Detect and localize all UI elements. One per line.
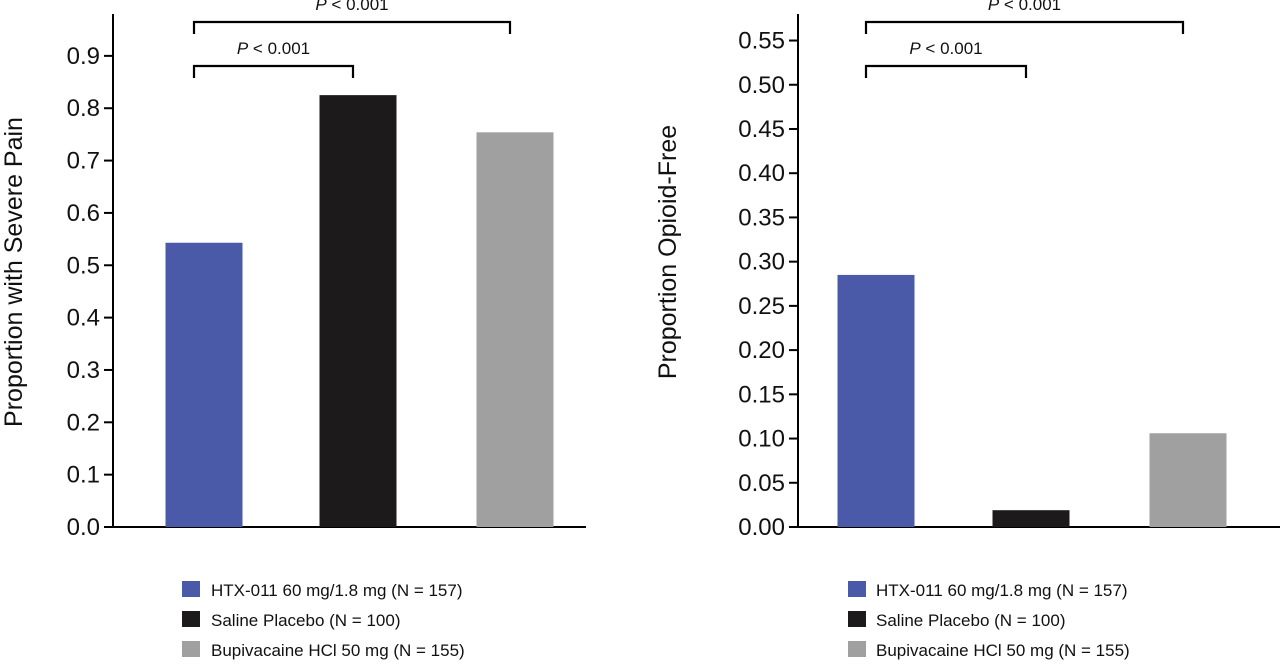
significance-label: P < 0.001 [237, 39, 310, 58]
y-tick-label: 0.40 [738, 160, 785, 187]
legend-label: Saline Placebo (N = 100) [876, 611, 1065, 630]
legend-swatch-htx [848, 581, 866, 597]
chart-panel-2: 0.00 0.05 0.10 0.15 0.20 0.25 0.30 0.35 0.40 0.45… [654, 0, 1280, 660]
y-tick-label: 0.6 [67, 200, 100, 227]
y-tick-label: 0.9 [67, 43, 100, 70]
chart-panel-1: 0.0 0.1 0.2 0.3 0.4 0.5 0.6 0.7 0.8 0.9 Proportion… [0, 0, 586, 660]
legend-label: HTX-011 60 mg/1.8 mg (N = 157) [211, 581, 463, 600]
bar-bupivacaine [1149, 433, 1227, 527]
legend-label: Bupivacaine HCl 50 mg (N = 155) [876, 641, 1130, 660]
y-tick-label: 0.35 [738, 204, 785, 231]
bar-bupivacaine [476, 132, 554, 527]
y-tick-label: 0.00 [738, 514, 785, 541]
y-tick-label: 0.1 [67, 462, 100, 489]
bar-htx [837, 274, 915, 527]
p-value: < 0.001 [248, 39, 310, 58]
p-symbol: P [988, 0, 1000, 14]
legend: HTX-011 60 mg/1.8 mg (N = 157) Saline Pla… [182, 581, 465, 660]
y-tick-label: 0.50 [738, 72, 785, 99]
significance-bracket [192, 20, 512, 34]
significance-bracket [192, 64, 355, 78]
significance-label: P < 0.001 [988, 0, 1061, 14]
significance-label: P < 0.001 [909, 39, 982, 58]
y-tick-label: 0.30 [738, 249, 785, 276]
y-tick-label: 0.25 [738, 293, 785, 320]
legend-label: Saline Placebo (N = 100) [211, 611, 400, 630]
y-tick-label: 0.7 [67, 148, 100, 175]
p-symbol: P [909, 39, 921, 58]
bar-saline [319, 95, 397, 527]
legend-swatch-htx [182, 581, 200, 597]
legend: HTX-011 60 mg/1.8 mg (N = 157) Saline Pla… [848, 581, 1130, 660]
significance-bracket [864, 64, 1028, 78]
y-tick-label: 0.20 [738, 337, 785, 364]
significance-label: P < 0.001 [315, 0, 388, 14]
p-value: < 0.001 [921, 39, 983, 58]
significance-bracket [864, 20, 1185, 34]
p-symbol: P [237, 39, 249, 58]
p-value: < 0.001 [999, 0, 1061, 14]
y-tick-label: 0.5 [67, 252, 100, 279]
legend-swatch-bupivacaine [848, 641, 866, 657]
y-tick-label: 0.3 [67, 357, 100, 384]
y-tick-label: 0.05 [738, 470, 785, 497]
legend-swatch-saline [182, 611, 200, 627]
bar-saline [992, 510, 1070, 527]
p-symbol: P [315, 0, 327, 14]
y-axis-title: Proportion with Severe Pain [0, 117, 28, 427]
legend-swatch-bupivacaine [182, 641, 200, 657]
y-axis-title: Proportion Opioid-Free [654, 125, 682, 379]
p-value: < 0.001 [327, 0, 389, 14]
y-tick-label: 0.2 [67, 409, 100, 436]
legend-label: HTX-011 60 mg/1.8 mg (N = 157) [876, 581, 1128, 600]
y-tick-label: 0.0 [67, 514, 100, 541]
y-tick-label: 0.15 [738, 381, 785, 408]
legend-label: Bupivacaine HCl 50 mg (N = 155) [211, 641, 465, 660]
legend-swatch-saline [848, 611, 866, 627]
y-tick-label: 0.8 [67, 95, 100, 122]
y-tick-label: 0.55 [738, 28, 785, 55]
y-tick-label: 0.45 [738, 116, 785, 143]
y-tick-label: 0.10 [738, 426, 785, 453]
y-tick-label: 0.4 [67, 305, 100, 332]
bar-htx [165, 242, 243, 528]
